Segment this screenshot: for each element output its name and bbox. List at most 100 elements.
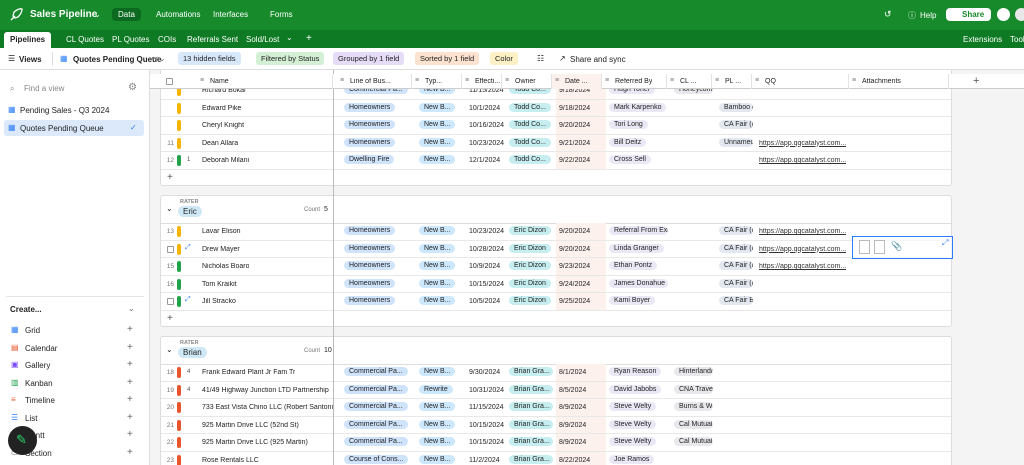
view-item[interactable]: ▦Pending Sales - Q3 2024: [4, 102, 144, 118]
column-cell[interactable]: ≡Attachments: [849, 74, 949, 89]
nav-item[interactable]: Interfaces: [207, 8, 254, 21]
column-cell[interactable]: ≡Name: [197, 74, 333, 89]
toolbar-button[interactable]: Color: [490, 52, 518, 65]
column-label: PL ...: [725, 78, 741, 85]
row-checkbox[interactable]: [167, 298, 174, 305]
row[interactable]: 11Dean AllaraHomeownersNew B...10/23/202…: [161, 135, 951, 153]
expand-cell[interactable]: ⤢: [942, 238, 948, 248]
create-item[interactable]: Kanban: [25, 379, 53, 388]
notifications[interactable]: [997, 8, 1010, 21]
add-column[interactable]: +: [973, 75, 979, 87]
row[interactable]: ⤢Drew MayerHomeownersNew B...10/28/2024E…: [161, 241, 951, 259]
view-options[interactable]: ⚯⌄: [152, 54, 165, 63]
add-icon[interactable]: +: [127, 447, 133, 458]
row[interactable]: 23Rose Rentals LLCCourse of Cons...New B…: [161, 452, 951, 465]
expand-row[interactable]: ⤢: [185, 244, 191, 252]
tab[interactable]: Pipelines: [4, 32, 51, 48]
view-name[interactable]: Quotes Pending Queue: [73, 55, 161, 64]
view-item[interactable]: ▦Quotes Pending Queue✓: [4, 120, 144, 136]
toolbar-button[interactable]: 13 hidden fields: [178, 52, 241, 65]
add-icon[interactable]: +: [127, 359, 133, 370]
tab[interactable]: Referrals Sent: [181, 32, 244, 48]
column-cell[interactable]: ≡Date ...: [552, 74, 602, 89]
row[interactable]: 13Lavar ElisonHomeownersNew B...10/23/20…: [161, 223, 951, 241]
column-cell[interactable]: ≡Effecti...: [462, 74, 502, 89]
column-cell[interactable]: ≡CL ...: [667, 74, 712, 89]
row[interactable]: Edward PikeHomeownersNew B...10/1/2024To…: [161, 100, 951, 118]
add-icon[interactable]: +: [127, 342, 133, 353]
group-field: RATER: [180, 199, 199, 205]
row[interactable]: 22925 Martin Drive LLC (925 Martin)Comme…: [161, 434, 951, 452]
add-icon[interactable]: +: [127, 429, 133, 440]
row-checkbox[interactable]: [167, 246, 174, 253]
row[interactable]: 15Nicholas BoaroHomeownersNew B...10/9/2…: [161, 258, 951, 276]
add-icon[interactable]: +: [127, 394, 133, 405]
toolbar-button[interactable]: Grouped by 1 field: [333, 52, 404, 65]
cell-text: 10/16/2024: [469, 122, 504, 129]
cell-pill: Eric Dizon: [509, 226, 551, 235]
row[interactable]: 16Tom KraikitHomeownersNew B...10/15/202…: [161, 276, 951, 294]
add-row[interactable]: +: [161, 170, 951, 188]
cell-link[interactable]: https://app.qqcatalyst.com...: [759, 263, 846, 270]
add-icon[interactable]: +: [127, 324, 133, 335]
cell-link[interactable]: https://app.qqcatalyst.com...: [759, 157, 846, 164]
tools[interactable]: Tools: [1010, 35, 1024, 44]
add-row[interactable]: +: [161, 311, 951, 329]
app-name[interactable]: Sales Pipeline: [30, 9, 97, 20]
create-item[interactable]: Gallery: [25, 361, 50, 370]
create-item[interactable]: Calendar: [25, 344, 57, 353]
expand-row[interactable]: ⤢: [185, 296, 191, 304]
share-sync[interactable]: Share and sync: [570, 55, 626, 64]
view-search[interactable]: Find a view: [24, 84, 64, 93]
row[interactable]: 184Frank Edward Plant Jr Fam TrCommercia…: [161, 364, 951, 382]
tab[interactable]: CL Quotes: [60, 32, 110, 48]
create-item[interactable]: List: [25, 414, 37, 423]
add-icon[interactable]: +: [127, 377, 133, 388]
cell-pill: James Donahue: [609, 279, 668, 288]
column-cell[interactable]: ≡PL ...: [712, 74, 752, 89]
selected-cell[interactable]: 📎 ⤢: [852, 236, 953, 259]
header-checkbox[interactable]: [166, 78, 173, 85]
tab[interactable]: Sold/Lost: [240, 32, 285, 48]
column-cell[interactable]: ≡Referred By: [602, 74, 667, 89]
nav-item[interactable]: Forms: [264, 8, 299, 21]
tab[interactable]: COIs: [152, 32, 182, 48]
more-tabs[interactable]: ⌄: [286, 33, 293, 42]
toolbar-button[interactable]: Sorted by 1 field: [415, 52, 479, 65]
add-icon[interactable]: +: [127, 412, 133, 423]
nav-item[interactable]: Automations: [150, 8, 206, 21]
row[interactable]: 20733 East Vista Chino LLC (Robert Santo…: [161, 399, 951, 417]
group-toggle[interactable]: ⌄: [166, 345, 173, 354]
row-height[interactable]: ☷: [537, 54, 544, 63]
quick-action[interactable]: ✎: [8, 426, 37, 455]
column-cell[interactable]: ≡QQ: [752, 74, 849, 89]
column-cell[interactable]: ≡Line of Bus...: [337, 74, 412, 89]
row[interactable]: ⤢Jill StrackoHomeownersNew B...10/5/2024…: [161, 293, 951, 311]
row[interactable]: 121Deborah MilaniDwelling FireNew B...12…: [161, 152, 951, 170]
nav-item[interactable]: Data: [112, 8, 141, 21]
collapse[interactable]: ⌄: [128, 304, 135, 313]
create-item[interactable]: Timeline: [25, 396, 55, 405]
row[interactable]: 21925 Martin Drive LLC (52nd St)Commerci…: [161, 417, 951, 435]
create-item[interactable]: Grid: [25, 326, 40, 335]
row[interactable]: Cheryl KnightHomeownersNew B...10/16/202…: [161, 117, 951, 135]
avatar[interactable]: [1015, 8, 1024, 21]
add-table[interactable]: +: [306, 33, 312, 44]
attach-icon[interactable]: 📎: [891, 241, 902, 252]
row[interactable]: 19441/49 Highway Junction LTD Partnershi…: [161, 382, 951, 400]
help[interactable]: Help: [920, 11, 936, 20]
toolbar-button[interactable]: Filtered by Status: [256, 52, 324, 65]
extensions[interactable]: Extensions: [963, 35, 1002, 44]
column-cell[interactable]: ≡Owner: [502, 74, 552, 89]
settings[interactable]: ⚙: [128, 82, 137, 93]
share-button[interactable]: Share: [946, 8, 991, 21]
cell-link[interactable]: https://app.qqcatalyst.com...: [759, 246, 846, 253]
cell-link[interactable]: https://app.qqcatalyst.com...: [759, 140, 846, 147]
column-cell[interactable]: ≡Typ...: [412, 74, 462, 89]
add-icon: +: [167, 172, 173, 183]
history-icon[interactable]: ↺: [884, 9, 892, 20]
group-toggle[interactable]: ⌄: [166, 204, 173, 213]
tab[interactable]: PL Quotes: [106, 32, 156, 48]
cell-link[interactable]: https://app.qqcatalyst.com...: [759, 228, 846, 235]
views-toggle[interactable]: Views: [19, 55, 42, 64]
